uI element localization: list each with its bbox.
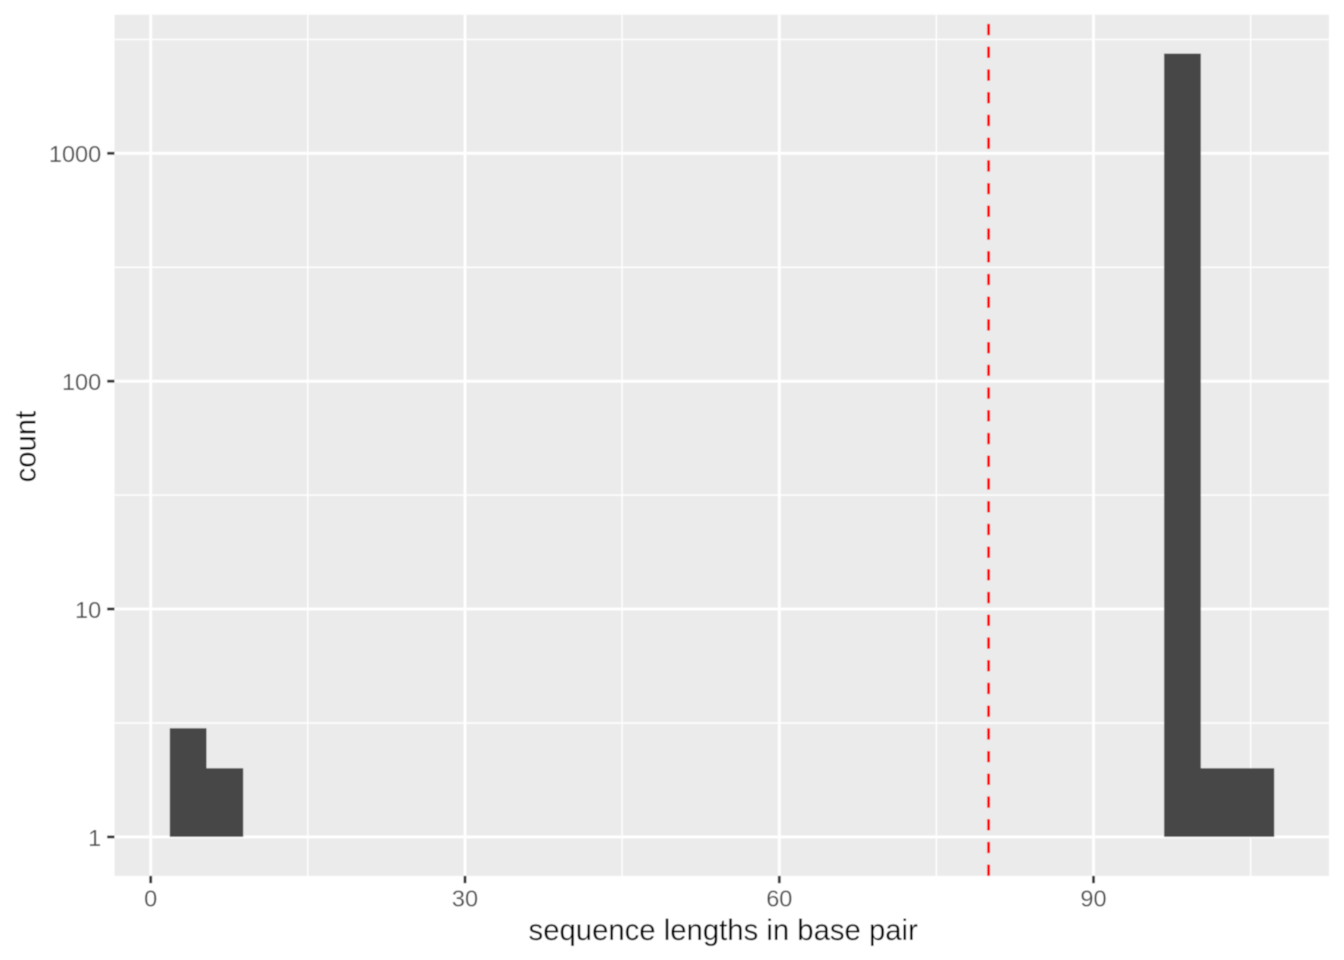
svg-text:count: count	[9, 411, 42, 483]
svg-text:0: 0	[144, 886, 157, 912]
svg-text:10: 10	[75, 597, 101, 623]
svg-text:1: 1	[88, 825, 101, 851]
svg-text:30: 30	[452, 886, 478, 912]
svg-text:sequence lengths in base pair: sequence lengths in base pair	[529, 914, 919, 947]
svg-text:100: 100	[62, 369, 101, 395]
svg-text:60: 60	[766, 886, 792, 912]
svg-text:90: 90	[1080, 886, 1106, 912]
svg-text:1000: 1000	[49, 141, 101, 167]
